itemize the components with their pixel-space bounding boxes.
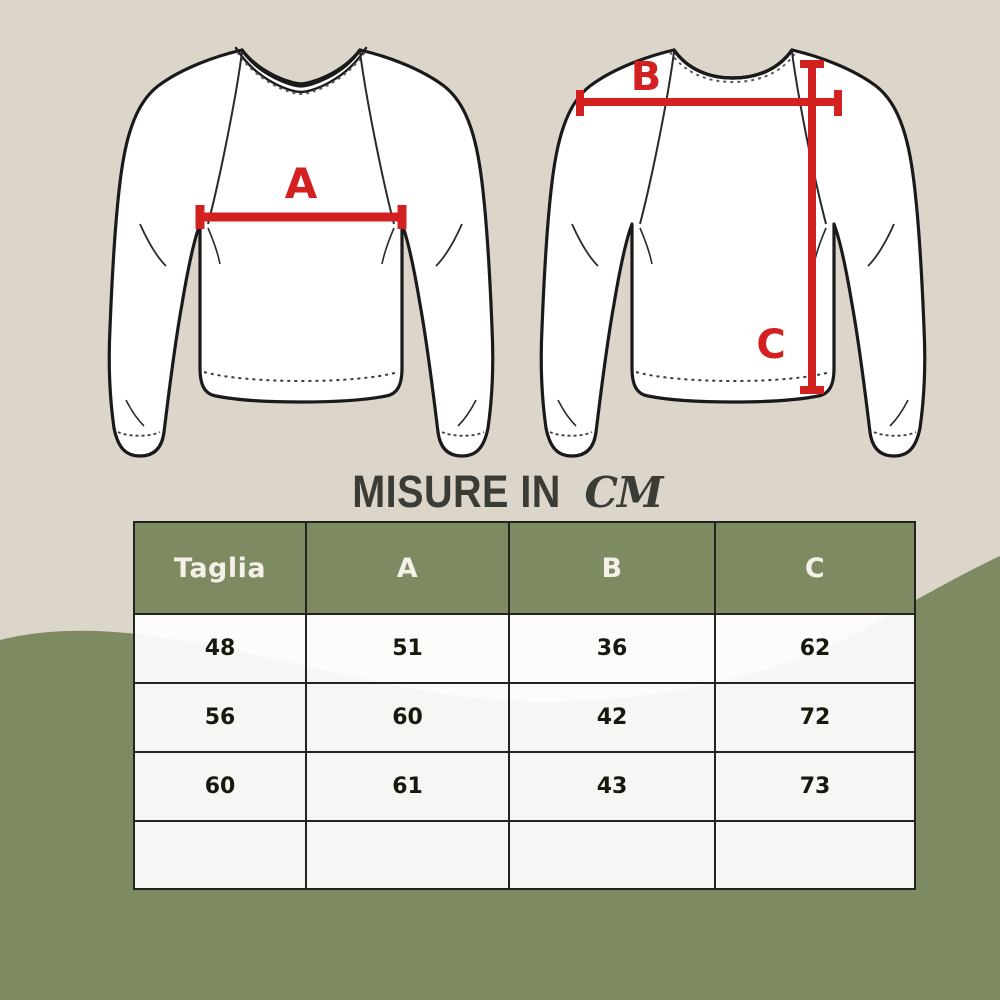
cell-c [714, 820, 916, 890]
chart-title-main: MISURE IN [351, 466, 561, 517]
measure-line-c [800, 60, 824, 394]
measure-line-a [195, 205, 407, 229]
column-header-taglia: Taglia [133, 521, 307, 615]
cell-b: 43 [508, 751, 716, 822]
cell-b [508, 820, 716, 890]
chart-title-unit: CM [584, 467, 664, 517]
cell-c: 62 [714, 613, 916, 684]
chart-title: MISURE IN CM [0, 466, 1000, 518]
measure-label-a: A [285, 159, 318, 208]
back-collar-stitching [669, 51, 797, 84]
column-header-c: C [714, 521, 916, 615]
cell-c: 72 [714, 682, 916, 753]
cell-b: 42 [508, 682, 716, 753]
measure-label-c: C [756, 322, 785, 368]
cell-a: 61 [305, 751, 510, 822]
garment-back-illustration: B C [539, 48, 927, 458]
cell-c: 73 [714, 751, 916, 822]
cell-a: 51 [305, 613, 510, 684]
table-row: 60 61 43 73 [133, 751, 916, 822]
table-row-empty [133, 820, 916, 890]
cell-size: 48 [133, 613, 307, 684]
cell-a [305, 820, 510, 890]
table-row: 48 51 36 62 [133, 613, 916, 684]
column-header-a: A [305, 521, 510, 615]
cell-size [133, 820, 307, 890]
measure-label-b: B [631, 54, 662, 100]
size-table: Taglia A B C 48 51 36 62 56 60 42 72 60 … [133, 521, 916, 890]
measure-line-b [576, 90, 842, 116]
table-row: 56 60 42 72 [133, 682, 916, 753]
column-header-b: B [508, 521, 716, 615]
garment-front-illustration: A [107, 46, 495, 458]
cell-b: 36 [508, 613, 716, 684]
cell-size: 60 [133, 751, 307, 822]
cell-size: 56 [133, 682, 307, 753]
cell-a: 60 [305, 682, 510, 753]
hem-stitching [203, 371, 399, 382]
collar-stitching [236, 51, 366, 96]
table-header-row: Taglia A B C [133, 521, 916, 615]
